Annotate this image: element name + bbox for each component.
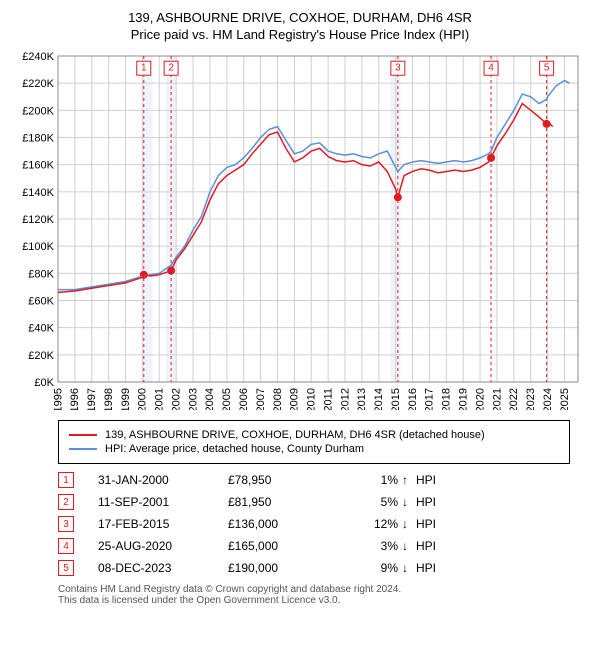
svg-text:2006: 2006 <box>238 388 250 410</box>
arrow-down-icon: ↓ <box>402 561 416 575</box>
svg-text:2003: 2003 <box>187 388 199 410</box>
chart-legend: 139, ASHBOURNE DRIVE, COXHOE, DURHAM, DH… <box>58 420 570 464</box>
event-hpi-tag: HPI <box>416 495 436 509</box>
sale-event-row: 4 25-AUG-2020£165,0003%↓HPI <box>58 538 570 554</box>
sale-event-row: 5 08-DEC-2023£190,0009%↓HPI <box>58 560 570 576</box>
event-date: 25-AUG-2020 <box>98 539 228 553</box>
svg-text:2024: 2024 <box>542 388 554 410</box>
footer-line-2: This data is licensed under the Open Gov… <box>58 595 570 606</box>
svg-text:£200K: £200K <box>22 105 54 117</box>
svg-text:£60K: £60K <box>28 296 54 308</box>
event-date: 31-JAN-2000 <box>98 473 228 487</box>
event-delta: 9% <box>338 561 402 575</box>
legend-swatch <box>69 434 97 436</box>
svg-text:2000: 2000 <box>137 388 149 410</box>
svg-text:£240K: £240K <box>22 51 54 63</box>
event-price: £81,950 <box>228 495 338 509</box>
svg-text:2010: 2010 <box>306 388 318 410</box>
svg-text:2017: 2017 <box>424 388 436 410</box>
svg-text:2021: 2021 <box>491 388 503 410</box>
svg-text:1999: 1999 <box>120 388 132 410</box>
svg-text:2014: 2014 <box>373 388 385 410</box>
event-delta: 1% <box>338 473 402 487</box>
event-price: £165,000 <box>228 539 338 553</box>
svg-text:2020: 2020 <box>474 388 486 410</box>
svg-text:£220K: £220K <box>22 78 54 90</box>
svg-text:5: 5 <box>544 63 550 74</box>
event-hpi-tag: HPI <box>416 473 436 487</box>
event-badge: 5 <box>58 560 74 576</box>
chart-address-title: 139, ASHBOURNE DRIVE, COXHOE, DURHAM, DH… <box>10 10 590 25</box>
svg-text:£100K: £100K <box>22 241 54 253</box>
svg-text:2005: 2005 <box>221 388 233 410</box>
legend-swatch <box>69 448 97 450</box>
svg-text:1997: 1997 <box>86 388 98 410</box>
svg-text:2001: 2001 <box>154 388 166 410</box>
event-price: £190,000 <box>228 561 338 575</box>
event-price: £78,950 <box>228 473 338 487</box>
svg-text:2012: 2012 <box>339 388 351 410</box>
sale-event-row: 2 11-SEP-2001£81,9505%↓HPI <box>58 494 570 510</box>
svg-text:2008: 2008 <box>272 388 284 410</box>
svg-text:2019: 2019 <box>457 388 469 410</box>
attribution-footer: Contains HM Land Registry data © Crown c… <box>58 584 570 606</box>
event-delta: 12% <box>338 517 402 531</box>
svg-text:£0K: £0K <box>34 377 54 389</box>
footer-line-1: Contains HM Land Registry data © Crown c… <box>58 584 570 595</box>
svg-text:2022: 2022 <box>508 388 520 410</box>
legend-item: HPI: Average price, detached house, Coun… <box>69 443 559 455</box>
svg-text:2007: 2007 <box>255 388 267 410</box>
svg-text:3: 3 <box>395 63 401 74</box>
event-hpi-tag: HPI <box>416 517 436 531</box>
svg-text:£180K: £180K <box>22 133 54 145</box>
svg-text:1996: 1996 <box>69 388 81 410</box>
svg-text:2018: 2018 <box>441 388 453 410</box>
event-date: 11-SEP-2001 <box>98 495 228 509</box>
sale-event-row: 1 31-JAN-2000£78,9501%↑HPI <box>58 472 570 488</box>
event-badge: 1 <box>58 472 74 488</box>
event-badge: 3 <box>58 516 74 532</box>
svg-text:£140K: £140K <box>22 187 54 199</box>
svg-text:1: 1 <box>141 63 147 74</box>
svg-text:2002: 2002 <box>170 388 182 410</box>
legend-label: 139, ASHBOURNE DRIVE, COXHOE, DURHAM, DH… <box>105 429 485 441</box>
svg-text:£80K: £80K <box>28 268 54 280</box>
event-date: 17-FEB-2015 <box>98 517 228 531</box>
event-hpi-tag: HPI <box>416 561 436 575</box>
arrow-down-icon: ↓ <box>402 539 416 553</box>
event-delta: 3% <box>338 539 402 553</box>
arrow-up-icon: ↑ <box>402 473 416 487</box>
chart-subtitle: Price paid vs. HM Land Registry's House … <box>10 27 590 42</box>
svg-text:2013: 2013 <box>356 388 368 410</box>
event-delta: 5% <box>338 495 402 509</box>
svg-text:2015: 2015 <box>390 388 402 410</box>
event-price: £136,000 <box>228 517 338 531</box>
svg-text:4: 4 <box>488 63 494 74</box>
svg-text:£40K: £40K <box>28 323 54 335</box>
sale-events-table: 131-JAN-2000£78,9501%↑HPI211-SEP-2001£81… <box>58 472 570 576</box>
svg-text:1995: 1995 <box>52 388 64 410</box>
sale-event-row: 3 17-FEB-2015£136,00012%↓HPI <box>58 516 570 532</box>
svg-text:2023: 2023 <box>525 388 537 410</box>
event-hpi-tag: HPI <box>416 539 436 553</box>
legend-label: HPI: Average price, detached house, Coun… <box>105 443 364 455</box>
event-badge: 2 <box>58 494 74 510</box>
svg-text:2004: 2004 <box>204 388 216 410</box>
svg-text:2: 2 <box>168 63 174 74</box>
svg-text:2016: 2016 <box>407 388 419 410</box>
arrow-down-icon: ↓ <box>402 517 416 531</box>
event-badge: 4 <box>58 538 74 554</box>
event-date: 08-DEC-2023 <box>98 561 228 575</box>
svg-text:2011: 2011 <box>322 388 334 410</box>
legend-item: 139, ASHBOURNE DRIVE, COXHOE, DURHAM, DH… <box>69 429 559 441</box>
arrow-down-icon: ↓ <box>402 495 416 509</box>
svg-text:£20K: £20K <box>28 350 54 362</box>
svg-text:£120K: £120K <box>22 214 54 226</box>
svg-text:2025: 2025 <box>559 388 571 410</box>
price-chart: £0K £20K £40K £60K £80K £100K £120K £140K £160K £… <box>10 50 590 410</box>
svg-text:1998: 1998 <box>103 388 115 410</box>
svg-text:2009: 2009 <box>289 388 301 410</box>
svg-text:£160K: £160K <box>22 160 54 172</box>
